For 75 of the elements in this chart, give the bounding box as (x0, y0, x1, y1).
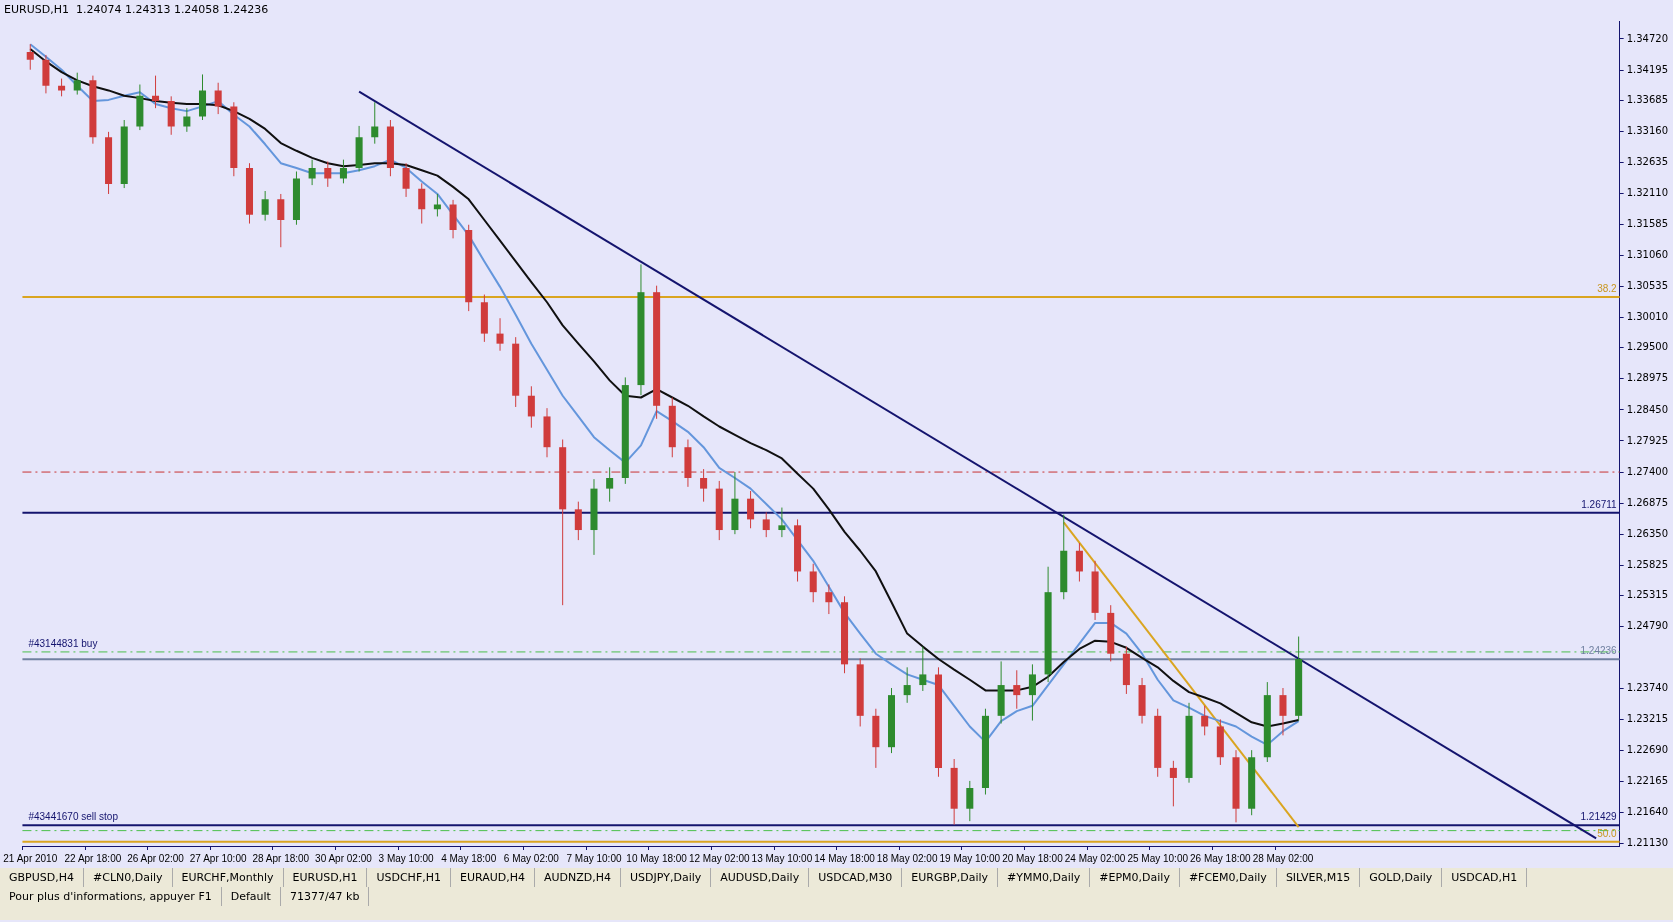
x-tick-label: 24 May 02:00 (1064, 852, 1126, 864)
text: EURUSD,H1 (283, 868, 368, 887)
y-tick-label: 1.29500 (1626, 341, 1669, 353)
text: #EPM0,Daily (1090, 868, 1180, 887)
x-tick-label: 26 Apr 02:00 (127, 852, 185, 864)
text: 71377/47 kb (280, 887, 370, 906)
y-tick-label: 1.28975 (1626, 372, 1669, 384)
x-tick-label: 12 May 02:00 (688, 852, 750, 864)
text: Pour plus d'informations, appuyer F1 (0, 887, 222, 906)
chart-title: EURUSD,H1 1.24074 1.24313 1.24058 1.24236 (4, 3, 269, 17)
text: EURCHF,Monthly (172, 868, 284, 887)
x-tick-label: 4 May 18:00 (441, 852, 497, 864)
y-tick-label: 1.34720 (1626, 32, 1669, 44)
text: GBPUSD,H4 (0, 868, 84, 887)
y-tick-label: 1.33160 (1626, 124, 1669, 136)
y-tick-label: 1.21130 (1626, 836, 1669, 848)
x-tick-label: 6 May 02:00 (503, 852, 560, 864)
text: SILVER,M15 (1276, 868, 1361, 887)
ref-line-label: 1.24236 (1580, 645, 1618, 657)
x-tick-label: 30 Apr 02:00 (315, 852, 373, 864)
ref-line-label: #43441670 sell stop (28, 811, 119, 823)
text: USDCAD,M30 (809, 868, 903, 887)
y-tick-label: 1.27400 (1626, 465, 1669, 477)
x-tick-label: 13 May 10:00 (751, 852, 813, 864)
text: Default (221, 887, 281, 906)
y-tick-label: 1.31585 (1626, 218, 1669, 230)
x-tick-label: 20 May 18:00 (1002, 852, 1064, 864)
y-tick-label: 1.27925 (1626, 434, 1669, 446)
y-tick-label: 1.34195 (1626, 63, 1669, 75)
ref-line-label: 1.21429 (1580, 811, 1618, 823)
x-tick-label: 18 May 02:00 (876, 852, 938, 864)
y-tick-label: 1.26350 (1626, 527, 1669, 539)
text: USDCAD,H1 (1442, 868, 1528, 887)
x-tick-label: 26 May 18:00 (1190, 852, 1252, 864)
y-tick-label: 1.32635 (1626, 155, 1669, 167)
y-tick-label: 1.25825 (1626, 558, 1669, 570)
y-tick-label: 1.24790 (1626, 620, 1669, 632)
x-tick-label: 27 Apr 10:00 (189, 852, 247, 864)
text: USDJPY,Daily (621, 868, 712, 887)
x-tick-label: 28 May 02:00 (1252, 852, 1314, 864)
y-tick-label: 1.25315 (1626, 589, 1669, 601)
x-tick-label: 7 May 10:00 (566, 852, 622, 864)
x-tick-label: 21 Apr 2010 (3, 852, 58, 864)
y-tick-label: 1.23215 (1626, 713, 1669, 725)
y-tick-label: 1.28450 (1626, 403, 1669, 415)
y-tick-label: 1.32110 (1626, 186, 1669, 198)
x-tick-label: 14 May 18:00 (814, 852, 876, 864)
ref-line-label: 1.26711 (1581, 498, 1618, 510)
y-tick-label: 1.22165 (1626, 775, 1669, 787)
text: EURGBP,Daily (902, 868, 999, 887)
y-tick-label: 1.33685 (1626, 93, 1669, 105)
x-tick-label: 22 Apr 18:00 (64, 852, 122, 864)
text: EURAUD,H4 (450, 868, 535, 887)
annotation: 38.2 (1597, 282, 1618, 294)
text: AUDNZD,H4 (535, 868, 622, 887)
ref-line-label: #43144831 buy (28, 637, 98, 649)
y-tick-label: 1.31060 (1626, 249, 1669, 261)
x-tick-label: 3 May 10:00 (378, 852, 435, 864)
x-tick-label: 25 May 10:00 (1127, 852, 1189, 864)
y-tick-label: 1.23740 (1626, 682, 1669, 694)
text: USDCHF,H1 (367, 868, 451, 887)
y-tick-label: 1.21640 (1626, 806, 1669, 818)
x-tick-label: 28 Apr 18:00 (252, 852, 310, 864)
text: #YMM0,Daily (998, 868, 1091, 887)
text: #FCEM0,Daily (1179, 868, 1277, 887)
text: GOLD,Daily (1360, 868, 1443, 887)
text: AUDUSD,Daily (711, 868, 810, 887)
y-tick-label: 1.30535 (1626, 280, 1669, 292)
annotation: 50.0 (1597, 827, 1618, 839)
y-tick-label: 1.26875 (1626, 496, 1669, 508)
x-tick-label: 19 May 10:00 (939, 852, 1001, 864)
y-tick-label: 1.30010 (1626, 311, 1669, 323)
x-tick-label: 10 May 18:00 (626, 852, 688, 864)
text: #CLN0,Daily (83, 868, 173, 887)
y-tick-label: 1.22690 (1626, 744, 1669, 756)
